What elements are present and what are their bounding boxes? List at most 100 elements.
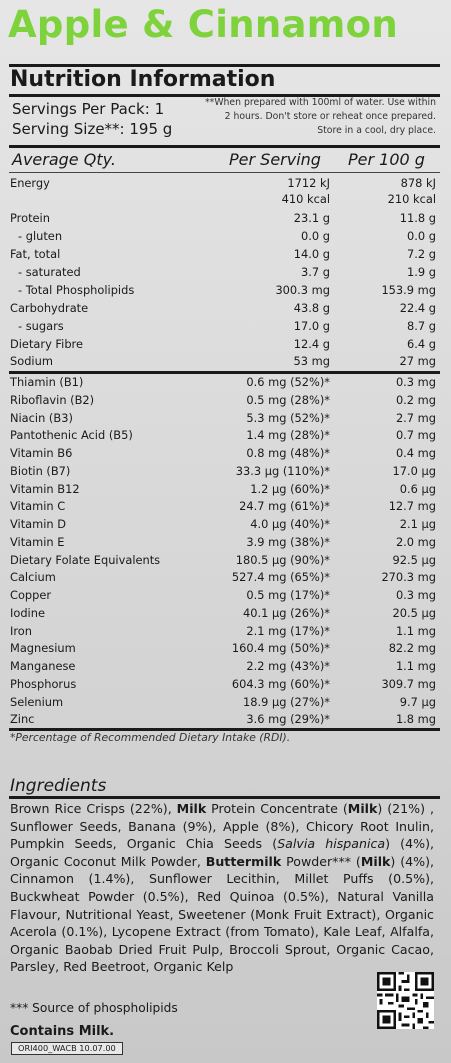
per-serving-value: 1.4 mg (28%)* — [246, 428, 330, 443]
per-serving-value: 300.3 mg — [275, 283, 330, 297]
per-serving-value: 17.0 g — [293, 319, 330, 333]
nutrient-row: Selenium 18.9 µg (27%)* 9.7 µg — [10, 694, 436, 711]
nutrient-row: Biotin (B7) 33.3 µg (110%)* 17.0 µg — [10, 463, 436, 480]
nutrient-label: Vitamin B12 — [10, 481, 80, 496]
phospholipid-source-note: *** Source of phospholipids — [10, 1001, 178, 1015]
nutrient-label: Copper — [10, 588, 52, 602]
nutrient-label: - sugars — [18, 319, 64, 333]
product-title: Apple & Cinnamon — [8, 3, 399, 46]
per-100g-value: 270.3 mg — [381, 570, 436, 585]
nutrient-row: Protein 23.1 g 11.8 g — [10, 210, 436, 227]
nutrient-label: - Total Phospholipids — [18, 283, 135, 297]
ingredients-heading: Ingredients — [10, 776, 107, 796]
per-100g-value: 92.5 µg — [392, 552, 436, 567]
per-100g-value: 0.4 mg — [395, 446, 436, 460]
nutrient-label: Carbohydrate — [10, 301, 89, 315]
nutrient-label: Energy — [10, 176, 50, 190]
per-serving-value: 0.8 mg (48%)* — [246, 446, 330, 460]
per-serving-value: 1712 kJ — [287, 176, 330, 190]
nutrient-row: Vitamin D 4.0 µg (40%)* 2.1 µg — [10, 516, 436, 533]
per-serving-value: 2.1 mg (17%)* — [246, 623, 330, 638]
per-serving-value: 0.0 g — [301, 229, 330, 243]
per-serving-value: 33.3 µg (110%)* — [235, 463, 330, 478]
nutrient-row: Copper 0.5 mg (17%)* 0.3 mg — [10, 587, 436, 604]
ingredients-text: Salvia hispanica — [277, 836, 386, 852]
per-100g-value: 20.5 µg — [392, 605, 436, 620]
per-100g-value: 27 mg — [399, 354, 436, 368]
nutrient-label: Protein — [10, 211, 50, 225]
nutrient-row: Carbohydrate 43.8 g 22.4 g — [10, 300, 436, 317]
allergen-highlight: Milk — [360, 853, 391, 869]
nutrient-label: Iodine — [10, 605, 45, 620]
nutrient-row: Vitamin E 3.9 mg (38%)* 2.0 mg — [10, 534, 436, 551]
nutrient-label: Manganese — [10, 659, 76, 673]
nutrition-heading: Nutrition Information — [10, 67, 276, 92]
nutrient-row: Pantothenic Acid (B5) 1.4 mg (28%)* 0.7 mg — [10, 427, 436, 444]
per-100g-value: 2.0 mg — [395, 534, 436, 549]
nutrient-label: Dietary Folate Equivalents — [10, 552, 161, 567]
servings-per-pack: Servings Per Pack: 1 — [12, 100, 165, 118]
nutrient-label: Thiamin (B1) — [10, 375, 84, 389]
per-serving-value: 14.0 g — [293, 247, 330, 261]
nutrient-row: Vitamin C 24.7 mg (61%)* 12.7 mg — [10, 498, 436, 515]
per-100g-value: 153.9 mg — [381, 283, 436, 297]
nutrient-label: - saturated — [18, 265, 81, 279]
nutrient-row: Magnesium 160.4 mg (50%)* 82.2 mg — [10, 640, 436, 657]
nutrient-label: Phosphorus — [10, 676, 77, 691]
nutrient-label: Selenium — [10, 694, 64, 709]
per-100g-value: 8.7 g — [407, 319, 436, 333]
nutrient-label: Calcium — [10, 570, 56, 585]
per-serving-value: 1.2 µg (60%)* — [250, 481, 330, 496]
divider — [9, 796, 440, 799]
per-serving-value: 160.4 mg (50%)* — [231, 641, 330, 656]
per-100g-value: 0.6 µg — [399, 481, 436, 496]
per-serving-value: 43.8 g — [293, 301, 330, 315]
per-100g-value: 1.1 mg — [395, 659, 436, 673]
nutrient-label: Vitamin D — [10, 517, 67, 531]
per-serving-value: 0.6 mg (52%)* — [246, 375, 330, 389]
nutrient-label: Biotin (B7) — [10, 463, 71, 478]
ingredients-text: Brown Rice Crisps (22%), — [10, 801, 177, 816]
per-serving-value: 24.7 mg (61%)* — [239, 499, 330, 514]
per-serving-value: 5.3 mg (52%)* — [246, 410, 330, 425]
rdi-footnote: *Percentage of Recommended Dietary Intak… — [10, 731, 291, 744]
nutrient-label: Fat, total — [10, 247, 61, 261]
per-100g-value: 2.1 µg — [399, 517, 436, 531]
per-100g-value: 12.7 mg — [388, 499, 436, 514]
per-100g-value: 878 kJ — [400, 176, 436, 190]
nutrient-label: Vitamin C — [10, 499, 66, 514]
divider — [9, 64, 440, 67]
per-100g-value: 0.0 g — [407, 229, 436, 243]
per-serving-value: 527.4 mg (65%)* — [231, 570, 330, 585]
per-100g-value: 9.7 µg — [399, 694, 436, 709]
ingredients-text: ) (4%), Organic Coconut Milk Powder, — [10, 836, 434, 869]
per-100g-value: 11.8 g — [399, 211, 436, 225]
nutrient-row: Riboflavin (B2) 0.5 mg (28%)* 0.2 mg — [10, 392, 436, 409]
nutrient-row: Zinc 3.6 mg (29%)* 1.8 mg — [10, 711, 436, 728]
allergen-highlight: Milk — [347, 801, 378, 816]
qr-code — [377, 972, 434, 1029]
per-100g-value: 82.2 mg — [388, 641, 436, 656]
per-100g-value: 210 kcal — [387, 192, 436, 206]
per-serving-value: 23.1 g — [293, 211, 330, 225]
per-100g-value: 6.4 g — [407, 337, 436, 351]
divider — [9, 94, 440, 97]
per-100g-value: 17.0 µg — [392, 463, 436, 478]
nutrient-row: Phosphorus 604.3 mg (60%)* 309.7 mg — [10, 676, 436, 693]
nutrient-row: Fat, total 14.0 g 7.2 g — [10, 246, 436, 263]
divider — [9, 172, 440, 173]
per-100g-value: 309.7 mg — [381, 676, 436, 691]
per-100g-value: 0.3 mg — [395, 588, 436, 602]
nutrient-label: Niacin (B3) — [10, 410, 73, 425]
per-serving-value: 12.4 g — [293, 337, 330, 351]
nutrient-row: Vitamin B6 0.8 mg (48%)* 0.4 mg — [10, 445, 436, 462]
serving-size: Serving Size**: 195 g — [12, 120, 173, 138]
col-per-serving: Per Serving — [229, 150, 321, 169]
allergen-highlight: Buttermilk — [205, 853, 282, 869]
nutrient-label: Zinc — [10, 712, 35, 727]
per-serving-value: 180.5 µg (90%)* — [235, 552, 330, 567]
per-serving-value: 0.5 mg (28%)* — [246, 392, 330, 407]
per-100g-value: 0.2 mg — [395, 392, 436, 407]
nutrient-row: Iron 2.1 mg (17%)* 1.1 mg — [10, 623, 436, 640]
